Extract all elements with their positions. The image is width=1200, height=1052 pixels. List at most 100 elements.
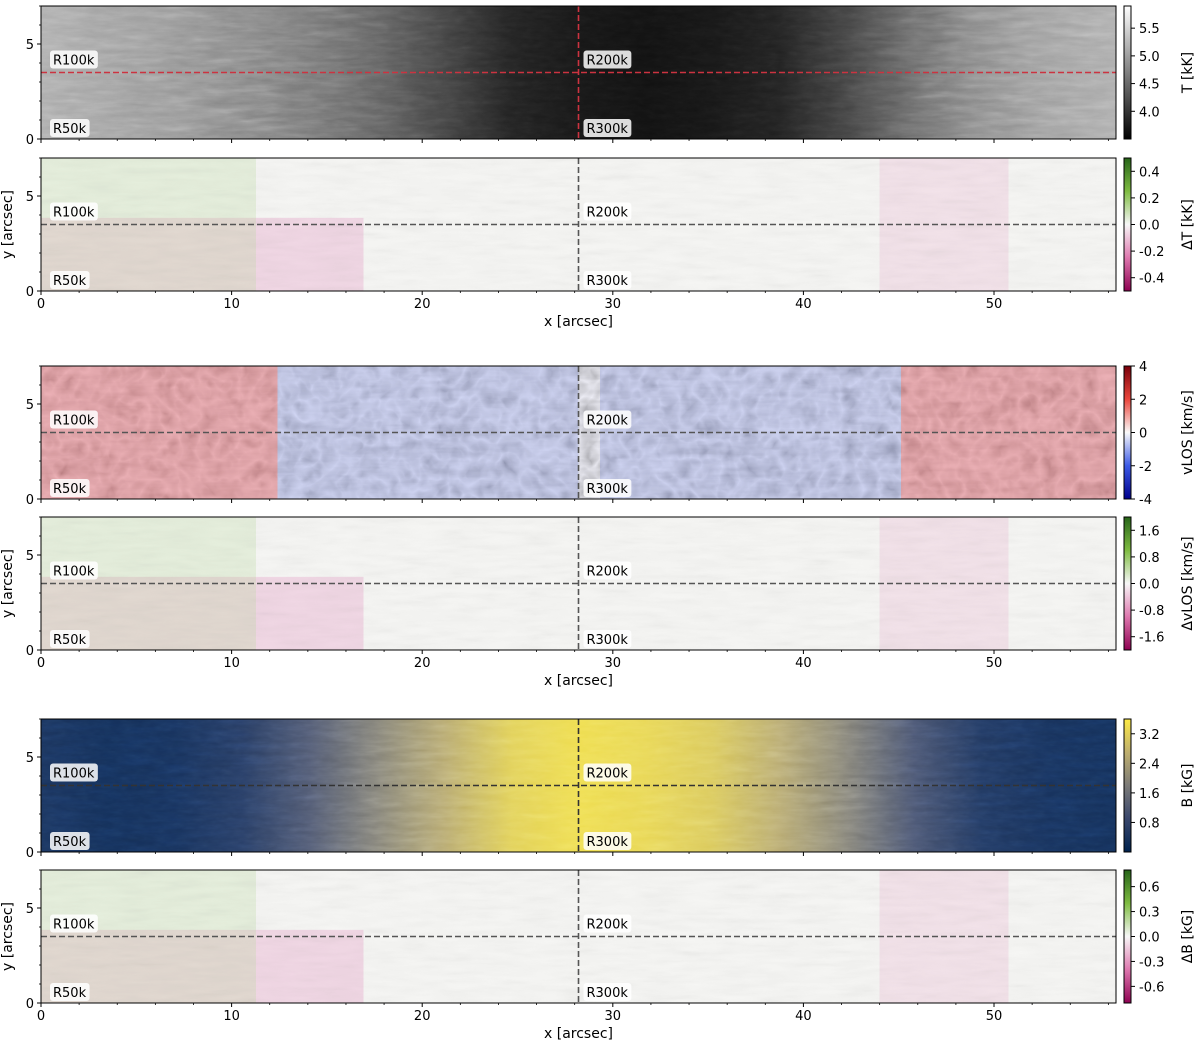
panel-v-frame: [40, 365, 1117, 500]
x-tick-label: 40: [795, 297, 812, 312]
quadrant-label-bg: [583, 410, 632, 429]
quadrant-label-bg: [50, 50, 98, 69]
colorbar-label-v: vLOS [km/s]: [1180, 390, 1196, 475]
quadrant-label-bg: [50, 763, 98, 782]
x-tick-label: 0: [37, 656, 45, 671]
colorbar-tick-label: 0.8: [1139, 551, 1160, 566]
colorbar-label-dB: ΔB [kG]: [1180, 910, 1196, 964]
quadrant-label-r100k: R100k: [53, 918, 95, 933]
colorbar-B: [1123, 718, 1132, 853]
colorbar-tick-label: 1.6: [1139, 524, 1160, 539]
y-tick-label: 5: [26, 549, 34, 564]
colorbar-tick-label: 5.5: [1139, 22, 1160, 37]
colorbar-tick-label: 4.5: [1139, 78, 1160, 93]
quadrant-label-bg: [50, 479, 90, 497]
y-tick-label: 0: [26, 644, 34, 659]
colorbar-tick-label: 1.6: [1139, 787, 1160, 802]
quadrant-label-bg: [583, 479, 632, 497]
y-axis-label: y [arcsec]: [0, 902, 16, 971]
colorbar-tick-label: 0.0: [1139, 931, 1160, 946]
colorbar-tick-label: -0.8: [1139, 604, 1164, 619]
quadrant-label-r200k: R200k: [587, 206, 629, 221]
x-axis-label: x [arcsec]: [544, 314, 613, 330]
colorbar-tick-label: -0.4: [1139, 272, 1164, 287]
quadrant-label-bg: [583, 202, 632, 221]
x-tick-label: 0: [37, 297, 45, 312]
quadrant-label-r100k: R100k: [53, 767, 95, 782]
x-tick-label: 20: [414, 656, 431, 671]
x-tick-label: 10: [223, 297, 240, 312]
colorbar-tick-label: 3.2: [1139, 728, 1160, 743]
quadrant-label-r300k: R300k: [587, 122, 629, 137]
panel-dT-frame: [40, 157, 1117, 292]
quadrant-label-r50k: R50k: [53, 633, 87, 648]
quadrant-label-r200k: R200k: [587, 767, 629, 782]
colorbar-tick-label: 4.0: [1139, 105, 1160, 120]
colorbar-tick-label: -4: [1139, 493, 1152, 508]
colorbar-dT: [1123, 157, 1132, 292]
panel-dB-frame: [40, 869, 1117, 1004]
quadrant-label-bg: [50, 119, 90, 137]
colorbar-label-dT: ΔT [kK]: [1180, 199, 1196, 250]
y-tick-label: 0: [26, 493, 34, 508]
quadrant-label-r50k: R50k: [53, 274, 87, 289]
colorbar-dB: [1123, 869, 1132, 1004]
y-axis-label: y [arcsec]: [0, 549, 16, 618]
colorbar-T: [1123, 5, 1132, 140]
quadrant-label-bg: [50, 410, 98, 429]
quadrant-label-r50k: R50k: [53, 122, 87, 137]
quadrant-label-bg: [583, 119, 632, 137]
quadrant-label-r100k: R100k: [53, 206, 95, 221]
quadrant-label-r200k: R200k: [587, 918, 629, 933]
x-tick-label: 20: [414, 1009, 431, 1024]
colorbar-tick-label: 2: [1139, 393, 1147, 408]
x-tick-label: 40: [795, 656, 812, 671]
y-tick-label: 5: [26, 398, 34, 413]
x-tick-label: 50: [986, 1009, 1003, 1024]
y-axis-label: y [arcsec]: [0, 190, 16, 259]
quadrant-label-bg: [50, 832, 90, 850]
colorbar-label-T: T [kK]: [1180, 52, 1196, 94]
quadrant-label-bg: [50, 202, 98, 221]
quadrant-label-bg: [50, 630, 90, 648]
quadrant-label-bg: [583, 50, 632, 69]
quadrant-label-r300k: R300k: [587, 633, 629, 648]
colorbar-tick-label: 0.0: [1139, 578, 1160, 593]
y-tick-label: 0: [26, 846, 34, 861]
quadrant-label-r200k: R200k: [587, 54, 629, 69]
colorbar-tick-label: 0: [1139, 427, 1147, 442]
quadrant-label-r50k: R50k: [53, 482, 87, 497]
y-tick-label: 5: [26, 38, 34, 53]
y-tick-label: 5: [26, 751, 34, 766]
panel-B: R100k R200k R50k R300k 0 5 0.8 1.6 2.4 3.2 B [kG]: [26, 718, 1196, 861]
panel-B-frame: [40, 718, 1117, 853]
colorbar-tick-label: -2: [1139, 460, 1152, 475]
quadrant-label-r200k: R200k: [587, 414, 629, 429]
quadrant-label-r100k: R100k: [53, 54, 95, 69]
panel-T-frame: [40, 5, 1117, 140]
x-tick-label: 10: [223, 1009, 240, 1024]
quadrant-label-bg: [583, 832, 632, 850]
x-tick-label: 30: [605, 656, 622, 671]
quadrant-label-bg: [50, 983, 90, 1001]
panel-dv-frame: [40, 516, 1117, 651]
quadrant-label-bg: [583, 763, 632, 782]
quadrant-label-r200k: R200k: [587, 565, 629, 580]
quadrant-label-r100k: R100k: [53, 414, 95, 429]
quadrant-label-bg: [583, 271, 632, 289]
colorbar-label-dv: ΔvLOS [km/s]: [1180, 536, 1196, 630]
colorbar-tick-label: 0.6: [1139, 881, 1160, 896]
quadrant-label-bg: [583, 914, 632, 933]
x-tick-label: 10: [223, 656, 240, 671]
y-tick-label: 0: [26, 133, 34, 148]
colorbar-tick-label: -0.6: [1139, 980, 1164, 995]
colorbar-tick-label: 0.3: [1139, 906, 1160, 921]
x-tick-label: 40: [795, 1009, 812, 1024]
quadrant-label-r50k: R50k: [53, 986, 87, 1001]
x-tick-label: 20: [414, 297, 431, 312]
